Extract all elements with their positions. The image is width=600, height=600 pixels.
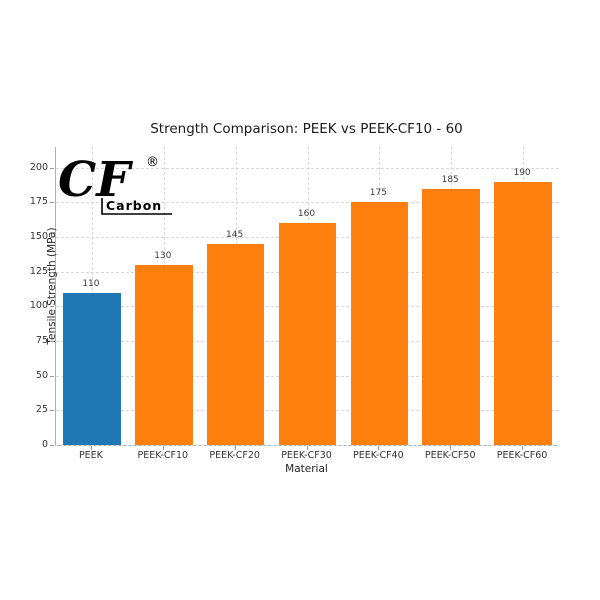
bar: [350, 202, 409, 445]
y-tick-label: 0: [41, 439, 48, 450]
x-tick-label: PEEK-CF40: [353, 450, 404, 461]
logo-underline: [101, 198, 172, 215]
x-tick-label: PEEK-CF30: [281, 450, 332, 461]
tick-mark: [234, 446, 236, 450]
tick-mark: [50, 445, 54, 446]
y-tick-label: 175: [29, 196, 48, 208]
y-tick-label: 200: [29, 161, 48, 173]
tick-mark: [378, 446, 380, 450]
tick-mark: [50, 306, 54, 308]
tick-mark: [50, 410, 54, 412]
y-tick-label: 100: [29, 300, 48, 312]
bar: [278, 223, 337, 445]
x-tick-label: PEEK-CF20: [209, 450, 260, 461]
y-tick-label: 75: [35, 335, 48, 347]
registered-trademark-icon: ®: [146, 155, 159, 170]
tick-mark: [522, 446, 524, 450]
x-tick-label: PEEK: [78, 450, 103, 461]
bar: [135, 264, 193, 445]
x-tick-label: PEEK-CF10: [137, 450, 189, 461]
bar: [63, 292, 121, 445]
bar-value-label: 185: [441, 174, 459, 185]
bar-value-label: 160: [297, 209, 316, 220]
bar-value-label: 130: [154, 250, 172, 261]
bar-value-label: 190: [513, 167, 531, 178]
cf-carbon-logo: CF ® Carbon: [58, 152, 172, 215]
tick-mark: [162, 446, 164, 450]
bar-value-label: 110: [82, 278, 100, 289]
tick-mark: [50, 167, 54, 169]
bar-value-label: 145: [226, 230, 244, 241]
tick-mark: [306, 446, 308, 450]
bar: [206, 244, 265, 445]
tick-mark: [50, 202, 54, 204]
y-tick-label: 25: [35, 404, 48, 416]
gridline-h: [56, 445, 559, 446]
x-tick-label: PEEK-CF60: [496, 450, 548, 461]
bar: [422, 188, 480, 445]
plot-area: [55, 147, 559, 446]
logo-cf-text: CF: [58, 152, 133, 208]
logo-carbon-text: Carbon: [106, 198, 162, 213]
y-tick-label: 150: [29, 231, 48, 243]
tick-mark: [50, 271, 54, 273]
tick-mark: [90, 446, 92, 450]
tick-mark: [450, 446, 452, 450]
tick-mark: [50, 341, 54, 343]
bar-value-label: 175: [369, 188, 387, 199]
x-axis-label: Material: [285, 463, 328, 475]
tick-mark: [50, 375, 54, 377]
y-tick-label: 125: [29, 265, 48, 277]
y-tick-label: 50: [35, 369, 48, 381]
chart-title: Strength Comparison: PEEK vs PEEK-CF10 -…: [150, 121, 463, 137]
x-tick-label: PEEK-CF50: [424, 450, 476, 461]
tick-mark: [50, 237, 54, 239]
bar: [494, 181, 552, 445]
